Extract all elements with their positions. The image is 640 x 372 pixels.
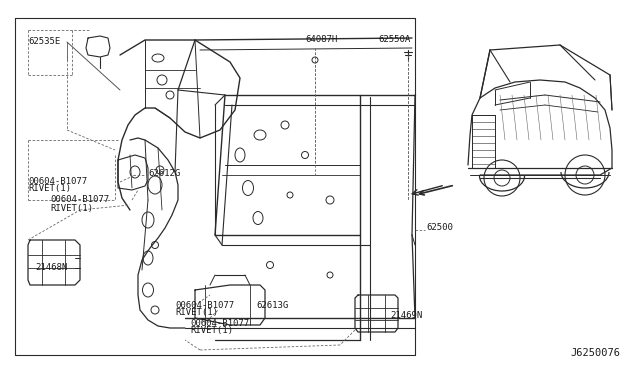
Text: RIVET(1): RIVET(1) xyxy=(28,185,71,193)
Text: 00604-B1077: 00604-B1077 xyxy=(190,318,249,327)
Text: 00604-B1077: 00604-B1077 xyxy=(175,301,234,310)
Text: RIVET(1): RIVET(1) xyxy=(50,203,93,212)
Text: 00604-B1077: 00604-B1077 xyxy=(28,176,87,186)
Text: J6250076: J6250076 xyxy=(570,348,620,358)
Text: 21469N: 21469N xyxy=(390,311,422,321)
Text: 62612G: 62612G xyxy=(148,169,180,177)
Text: 62535E: 62535E xyxy=(28,38,60,46)
Text: RIVET(1): RIVET(1) xyxy=(175,308,218,317)
Text: 62550A: 62550A xyxy=(378,35,410,45)
Text: 00604-B1077: 00604-B1077 xyxy=(50,196,109,205)
Text: 64087H: 64087H xyxy=(305,35,337,45)
Text: 62500: 62500 xyxy=(426,224,453,232)
Text: 62613G: 62613G xyxy=(256,301,288,310)
Text: 21468N: 21468N xyxy=(35,263,67,273)
Text: RIVET(1): RIVET(1) xyxy=(190,327,233,336)
